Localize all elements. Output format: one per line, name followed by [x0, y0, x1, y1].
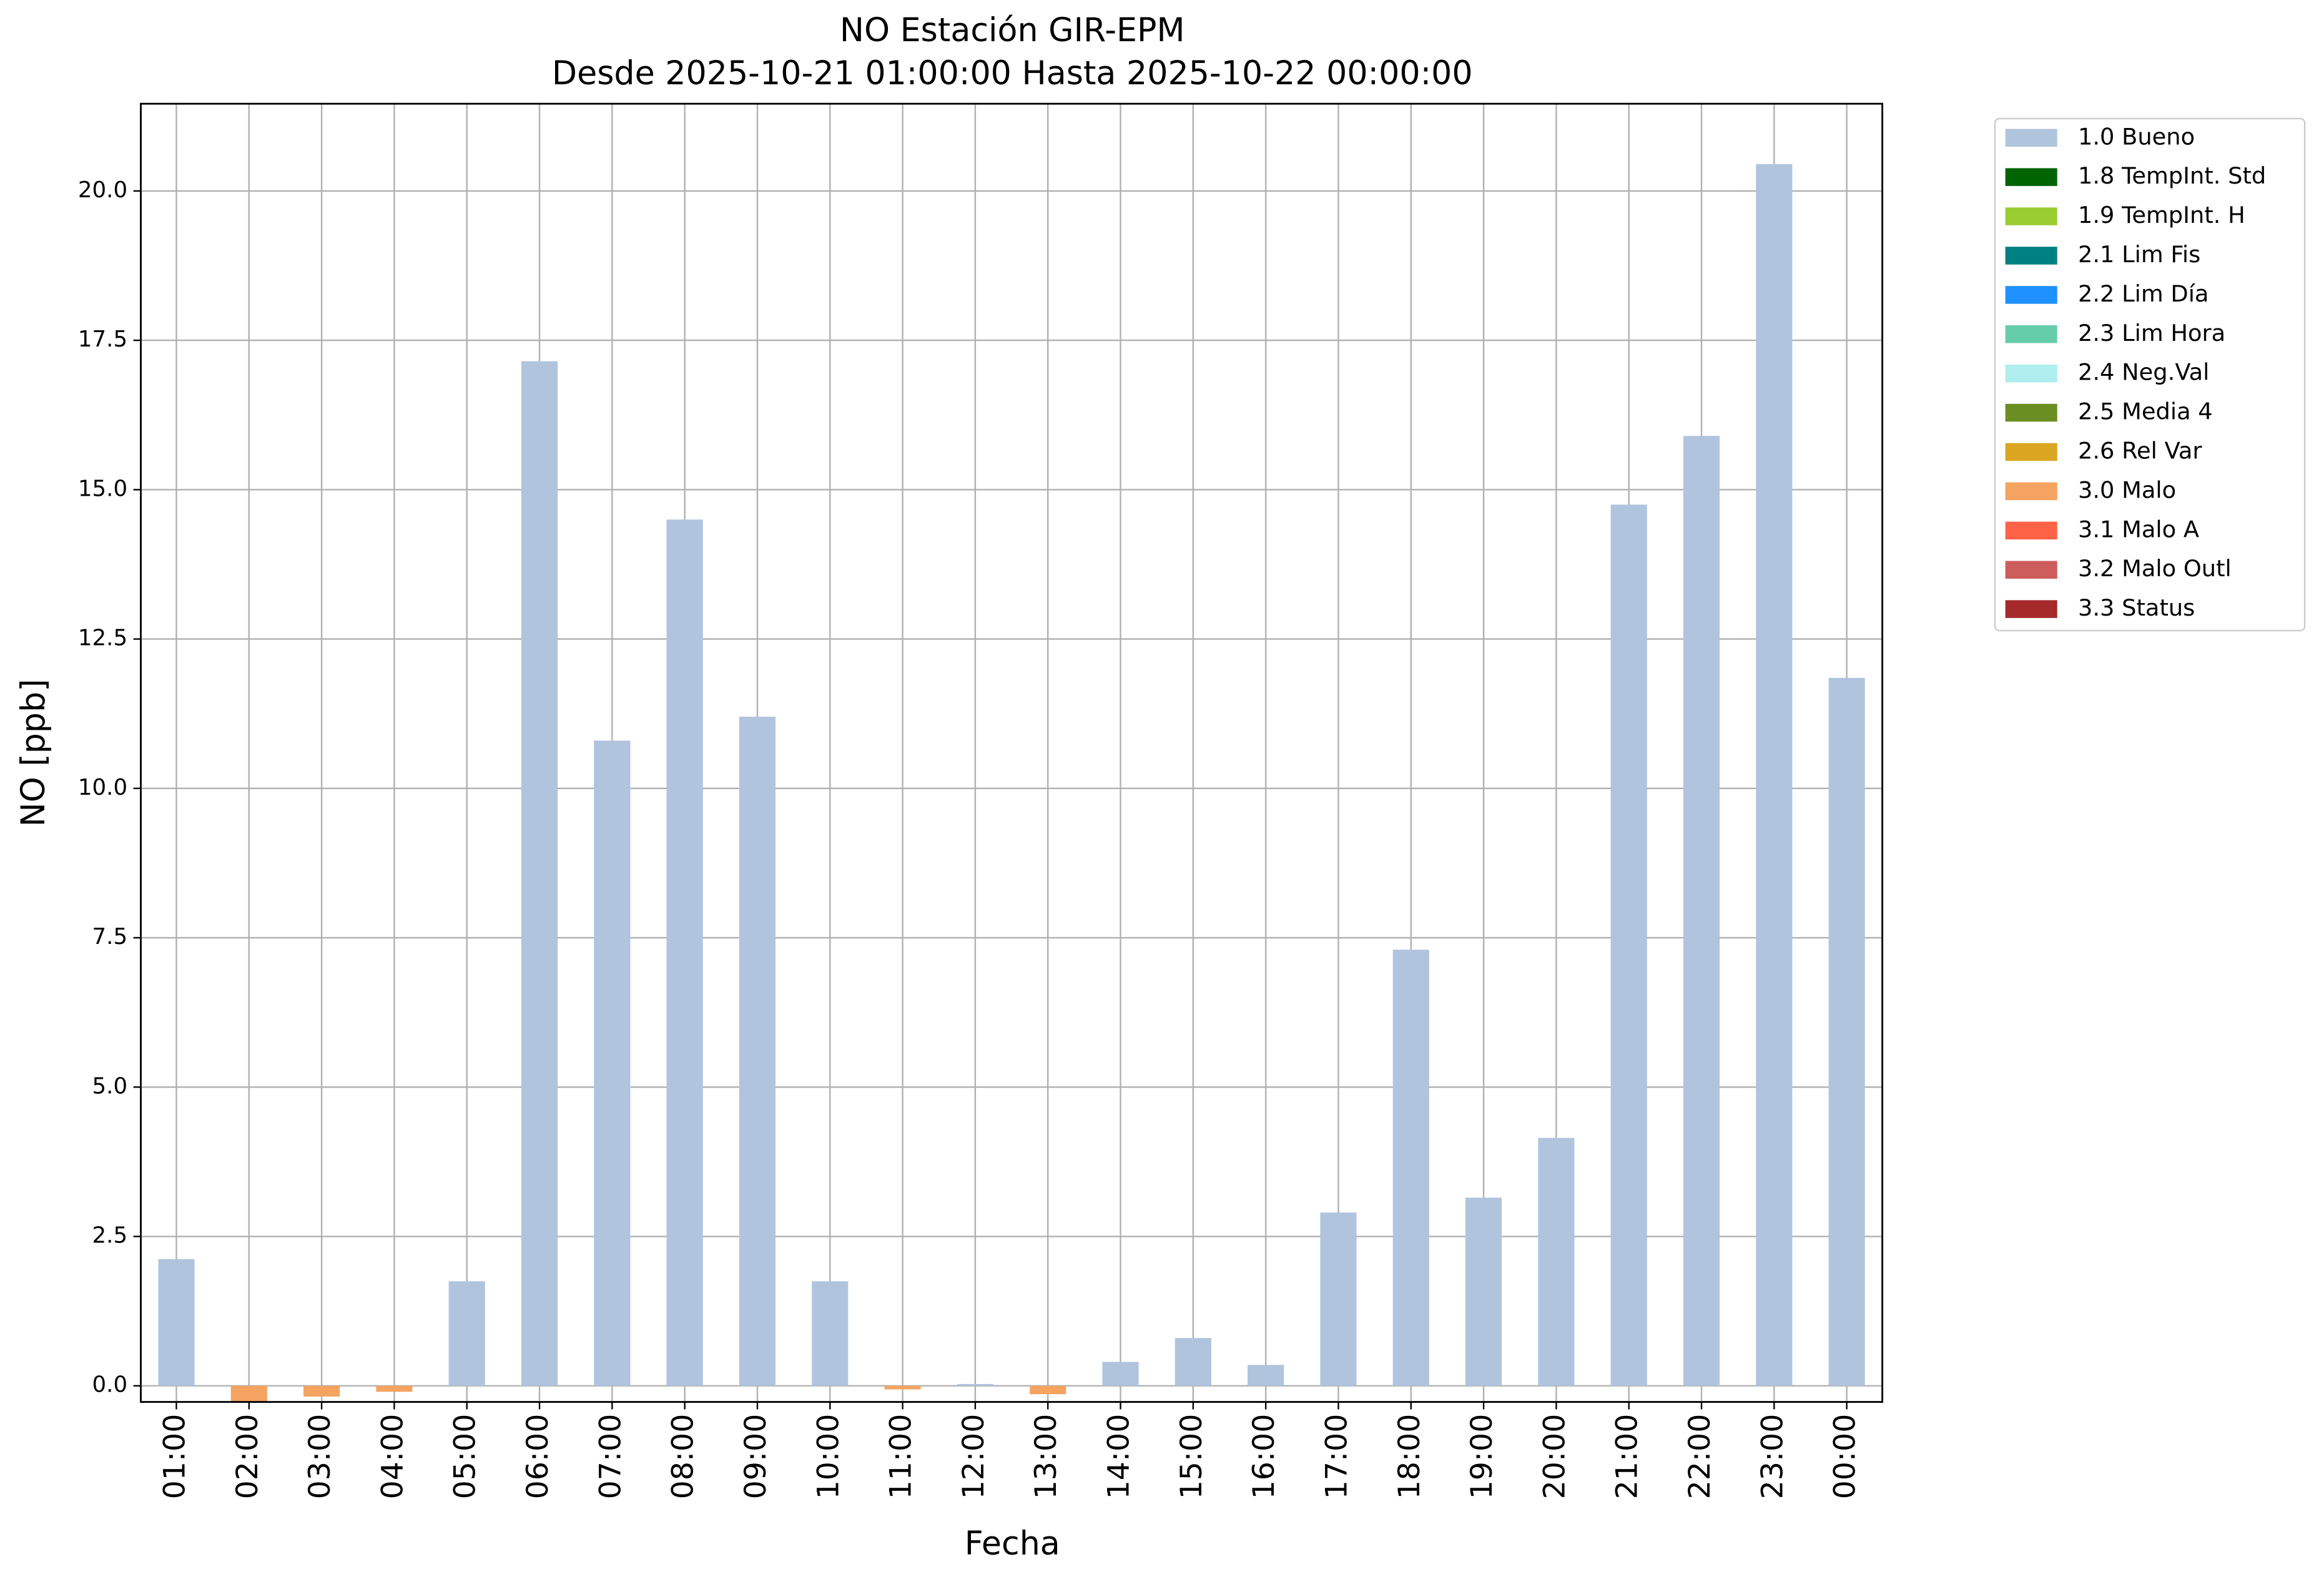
- x-tick-label: 06:00: [521, 1414, 555, 1500]
- x-tick-label: 07:00: [593, 1414, 628, 1500]
- bar: [957, 1383, 993, 1386]
- y-tick-label: 20.0: [78, 177, 127, 203]
- x-tick-label: 08:00: [666, 1414, 701, 1500]
- legend-label: 3.0 Malo: [2078, 476, 2176, 503]
- bar: [1610, 504, 1647, 1386]
- legend-swatch: [2005, 364, 2057, 383]
- legend-label: 2.2 Lim Día: [2078, 280, 2208, 307]
- bar: [1538, 1137, 1575, 1386]
- legend-swatch: [2005, 600, 2057, 618]
- legend-label: 3.3 Status: [2078, 594, 2195, 621]
- x-tick-label: 09:00: [739, 1414, 773, 1500]
- legend-swatch: [2005, 482, 2057, 501]
- x-tick-label: 04:00: [375, 1414, 410, 1500]
- chart-subtitle: Desde 2025-10-21 01:00:00 Hasta 2025-10-…: [552, 55, 1473, 92]
- bar: [1320, 1212, 1357, 1386]
- x-tick-label: 01:00: [157, 1414, 192, 1500]
- legend-swatch: [2005, 247, 2057, 265]
- x-tick-label: 00:00: [1828, 1414, 1863, 1500]
- bar: [1392, 950, 1429, 1386]
- bar: [230, 1385, 267, 1402]
- legend-label: 1.9 TempInt. H: [2078, 202, 2245, 228]
- y-tick-label: 12.5: [78, 626, 127, 651]
- bar: [1174, 1338, 1211, 1386]
- legend-label: 2.3 Lim Hora: [2078, 320, 2225, 346]
- legend-swatch: [2005, 403, 2057, 422]
- plot-frame: [140, 102, 1884, 1403]
- bar: [1683, 436, 1720, 1386]
- bar: [884, 1385, 921, 1390]
- legend-swatch: [2005, 521, 2057, 540]
- bar: [812, 1281, 849, 1386]
- legend-box: [1994, 117, 2306, 632]
- chart-title: NO Estación GIR-EPM: [840, 12, 1185, 49]
- y-tick-label: 0.0: [92, 1372, 128, 1398]
- legend-label: 2.4 Neg.Val: [2078, 359, 2209, 386]
- x-tick-label: 13:00: [1029, 1414, 1063, 1500]
- legend-swatch: [2005, 561, 2057, 579]
- x-tick-label: 12:00: [957, 1414, 991, 1500]
- bar: [739, 716, 776, 1386]
- bar: [158, 1259, 195, 1386]
- bar: [1756, 164, 1793, 1386]
- y-tick-label: 15.0: [78, 476, 127, 501]
- legend-label: 2.1 Lim Fis: [2078, 241, 2200, 268]
- legend-swatch: [2005, 286, 2057, 304]
- bar: [448, 1281, 485, 1386]
- y-tick-label: 7.5: [92, 924, 128, 950]
- x-axis-label: Fecha: [965, 1525, 1060, 1563]
- x-tick-label: 20:00: [1537, 1414, 1572, 1500]
- legend-swatch: [2005, 207, 2057, 225]
- legend-swatch: [2005, 325, 2057, 343]
- bar: [1102, 1362, 1139, 1386]
- x-tick-label: 22:00: [1683, 1414, 1717, 1500]
- x-tick-label: 19:00: [1465, 1414, 1499, 1500]
- y-tick-label: 17.5: [78, 327, 127, 352]
- legend-label: 1.0 Bueno: [2078, 123, 2195, 150]
- bar: [666, 519, 703, 1386]
- y-tick-label: 10.0: [78, 775, 127, 800]
- x-tick-label: 11:00: [884, 1414, 918, 1500]
- legend-label: 2.5 Media 4: [2078, 398, 2213, 425]
- x-tick-label: 02:00: [230, 1414, 265, 1500]
- bar: [1248, 1365, 1284, 1386]
- x-tick-label: 14:00: [1102, 1414, 1136, 1500]
- x-tick-label: 15:00: [1174, 1414, 1209, 1500]
- y-tick-label: 2.5: [92, 1223, 128, 1249]
- legend-label: 2.6 Rel Var: [2078, 437, 2202, 464]
- legend-label: 1.8 TempInt. Std: [2078, 162, 2266, 189]
- x-tick-label: 16:00: [1247, 1414, 1281, 1500]
- bar: [376, 1385, 413, 1392]
- x-tick-label: 03:00: [303, 1414, 337, 1500]
- legend-swatch: [2005, 129, 2057, 147]
- x-tick-label: 17:00: [1319, 1414, 1354, 1500]
- bar: [594, 740, 631, 1386]
- x-tick-label: 21:00: [1610, 1414, 1645, 1500]
- bar: [303, 1385, 340, 1397]
- x-tick-label: 05:00: [448, 1414, 483, 1500]
- x-tick-label: 18:00: [1392, 1414, 1427, 1500]
- bar: [521, 361, 558, 1386]
- legend-swatch: [2005, 168, 2057, 186]
- x-tick-label: 10:00: [811, 1414, 845, 1500]
- legend-label: 3.1 Malo A: [2078, 516, 2199, 543]
- y-tick-label: 5.0: [92, 1073, 128, 1099]
- bar: [1465, 1197, 1502, 1386]
- bar: [1030, 1385, 1066, 1395]
- legend-swatch: [2005, 443, 2057, 461]
- bar: [1828, 677, 1865, 1386]
- x-tick-label: 23:00: [1755, 1414, 1790, 1500]
- y-axis-label: NO [ppb]: [15, 679, 52, 827]
- legend-label: 3.2 Malo Outl: [2078, 555, 2232, 582]
